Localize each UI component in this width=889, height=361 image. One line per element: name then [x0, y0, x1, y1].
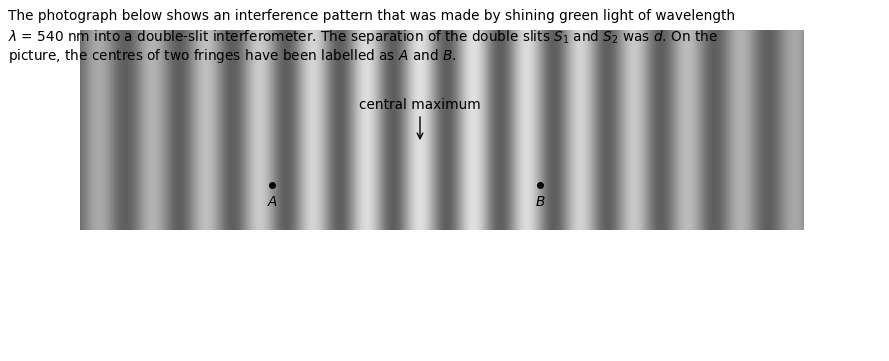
Text: $\lambda$ = 540 nm into a double-slit interferometer. The separation of the doub: $\lambda$ = 540 nm into a double-slit in…	[8, 28, 718, 46]
Text: central maximum: central maximum	[359, 98, 481, 112]
Text: A: A	[268, 195, 276, 209]
Text: picture, the centres of two fringes have been labelled as $A$ and $B$.: picture, the centres of two fringes have…	[8, 47, 456, 65]
Text: B: B	[535, 195, 545, 209]
Text: The photograph below shows an interference pattern that was made by shining gree: The photograph below shows an interferen…	[8, 9, 735, 23]
